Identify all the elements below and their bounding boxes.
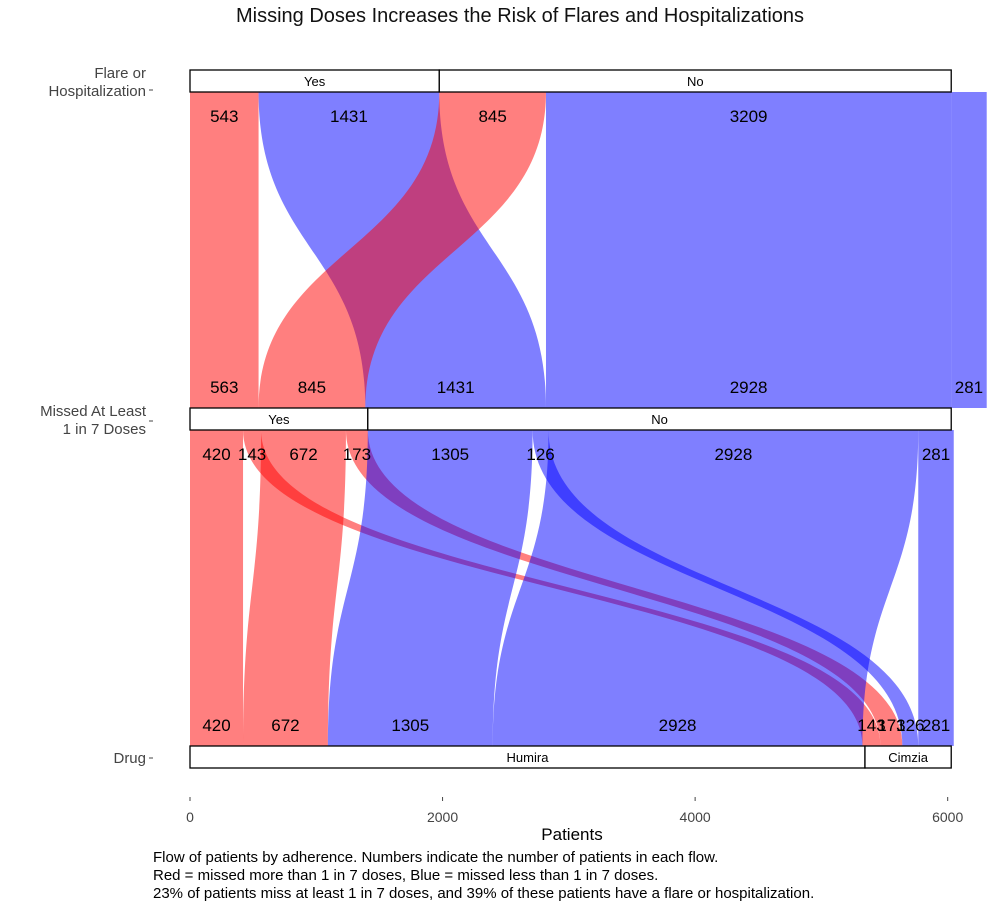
x-tick-label-3: 6000 bbox=[932, 809, 963, 825]
caption-line-1: Flow of patients by adherence. Numbers i… bbox=[153, 849, 719, 866]
layer-flare-missed-flow-4 bbox=[951, 92, 987, 408]
stratum-box-2-1 bbox=[864, 745, 952, 769]
layer-flare-missed-label-bottom-2: 845 bbox=[298, 378, 326, 397]
layer-flare-missed-label-bottom-4: 281 bbox=[955, 378, 983, 397]
stratum-label-1-0: Yes bbox=[268, 412, 290, 427]
layer-flare-missed-flow-0 bbox=[190, 92, 259, 408]
chart-title: Missing Doses Increases the Risk of Flar… bbox=[235, 5, 805, 27]
x-tick-label-0: 0 bbox=[186, 809, 194, 825]
layer-missed-drug-label-bottom-4: 1305 bbox=[391, 716, 429, 735]
layer-missed-drug-flow-4 bbox=[327, 430, 533, 746]
caption-line-2: Red = missed more than 1 in 7 doses, Blu… bbox=[153, 867, 659, 884]
stratum-label-0-1: No bbox=[687, 74, 704, 89]
layer-missed-drug-label-bottom-3: 173 bbox=[877, 716, 905, 735]
layer-missed-drug-label-top-7: 281 bbox=[922, 445, 950, 464]
layer-missed-drug-label-bottom-2: 672 bbox=[271, 716, 299, 735]
stratum-label-0-0: Yes bbox=[304, 74, 326, 89]
stratum-label-2-0: Humira bbox=[507, 750, 550, 765]
stratum-label-1-1: No bbox=[651, 412, 668, 427]
layer-flare-missed-label-bottom-0: 563 bbox=[210, 378, 238, 397]
layer-missed-drug-label-top-6: 2928 bbox=[714, 445, 752, 464]
stratum-label-2-1: Cimzia bbox=[888, 750, 928, 765]
layer-missed-drug-label-bottom-5: 126 bbox=[896, 716, 924, 735]
layer-missed-drug-flow-2 bbox=[243, 430, 346, 746]
layer-missed-drug: 420 420 143 143 672 672 173 173 1305 1305 126 126 29… bbox=[190, 430, 954, 746]
axis-label-drug-line1: Drug bbox=[113, 750, 146, 767]
stratum-box-1-1 bbox=[367, 407, 952, 431]
layer-missed-drug-flow-6 bbox=[492, 430, 919, 746]
caption-line-3: 23% of patients miss at least 1 in 7 dos… bbox=[153, 885, 815, 902]
axis-label-flare-line2: Hospitalization bbox=[48, 83, 146, 100]
layer-missed-drug-flow-0 bbox=[190, 430, 244, 746]
layer-flare-missed-label-top-0: 543 bbox=[210, 107, 238, 126]
layer-missed-drug-label-bottom-7: 281 bbox=[922, 716, 950, 735]
layer-missed-drug-label-top-0: 420 bbox=[202, 445, 230, 464]
axis-label-flare-line1: Flare or bbox=[94, 65, 146, 82]
layer-missed-drug-label-top-4: 1305 bbox=[431, 445, 469, 464]
layer-flare-missed-flow-2 bbox=[258, 92, 546, 408]
x-axis-title: Patients bbox=[541, 825, 603, 844]
axis-label-missed-line2: 1 in 7 Doses bbox=[62, 421, 146, 438]
axis-label-drug: Drug bbox=[20, 750, 146, 768]
layer-missed-drug-label-top-3: 173 bbox=[343, 445, 371, 464]
layer-missed-drug-label-bottom-0: 420 bbox=[202, 716, 230, 735]
layer-missed-drug-label-top-5: 126 bbox=[526, 445, 554, 464]
layer-missed-drug-flow-7 bbox=[918, 430, 954, 746]
layer-flare-missed-label-top-1: 1431 bbox=[330, 107, 368, 126]
layer-flare-missed-label-top-2: 845 bbox=[478, 107, 506, 126]
layer-flare-missed-label-top-3: 3209 bbox=[730, 107, 768, 126]
axis-label-flare: Flare or Hospitalization bbox=[20, 65, 146, 101]
axis-label-missed-line1: Missed At Least bbox=[40, 403, 146, 420]
axis-label-missed: Missed At Least 1 in 7 Doses bbox=[20, 403, 146, 439]
layer-missed-drug-label-bottom-6: 2928 bbox=[659, 716, 697, 735]
layer-missed-drug-label-bottom-1: 143 bbox=[857, 716, 885, 735]
layer-flare-missed-flow-3 bbox=[545, 92, 952, 408]
layer-flare-missed: 543 563 1431 1431 845 845 3209 2928 281 bbox=[190, 92, 987, 408]
stratum-box-0-1 bbox=[438, 69, 952, 93]
layer-missed-drug-label-top-2: 672 bbox=[289, 445, 317, 464]
layer-flare-missed-label-bottom-1: 1431 bbox=[437, 378, 475, 397]
layer-flare-missed-label-bottom-3: 2928 bbox=[730, 378, 768, 397]
x-tick-label-2: 4000 bbox=[680, 809, 711, 825]
x-tick-label-1: 2000 bbox=[427, 809, 458, 825]
layer-missed-drug-label-top-1: 143 bbox=[238, 445, 266, 464]
